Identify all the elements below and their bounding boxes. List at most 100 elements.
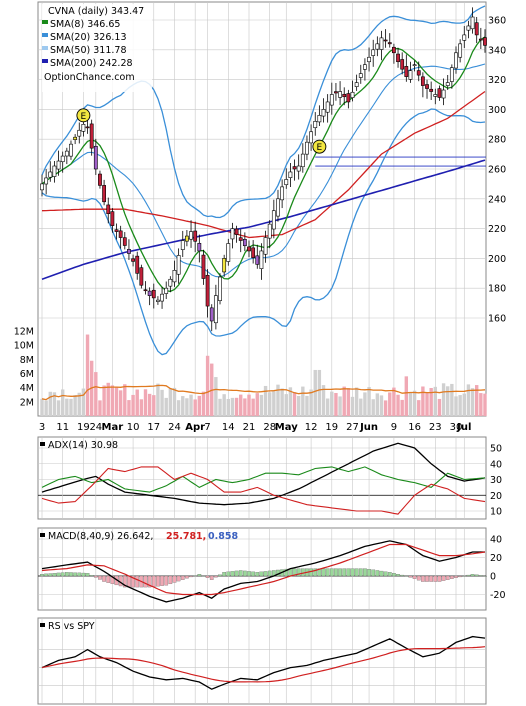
candle-body (164, 287, 169, 294)
volume-bar (118, 390, 123, 416)
volume-bar (61, 389, 65, 416)
x-tick-label: 19 (325, 422, 338, 433)
macd-histogram-bar (325, 568, 330, 577)
candle-body (338, 91, 342, 98)
volume-bar (156, 383, 160, 416)
macd-histogram-bar (106, 575, 111, 583)
candle-body (276, 198, 280, 217)
volume-bar (259, 394, 264, 416)
earnings-markers: EE (76, 108, 327, 154)
macd-histogram-bar (251, 571, 255, 577)
macd-histogram-value: 0.858 (208, 531, 238, 542)
candle-body (454, 52, 458, 69)
x-tick-label: 17 (147, 422, 160, 433)
volume-tick-label: 12M (14, 327, 34, 338)
volume-bar (243, 398, 247, 416)
candle-body (102, 185, 107, 203)
volume-bar (446, 386, 450, 416)
volume-bar (375, 393, 380, 416)
macd-histogram-bar (300, 568, 305, 577)
volume-bar (462, 393, 466, 416)
macd-histogram-bar (338, 568, 342, 577)
candle-body (139, 267, 144, 286)
volume-bar (268, 392, 272, 416)
volume-tick-label: 2M (20, 397, 34, 408)
macd-histogram-bar (392, 573, 396, 577)
candle-body (470, 16, 475, 30)
x-tick-label: May (275, 422, 298, 433)
candle-body (151, 289, 156, 299)
candle-body (56, 160, 61, 170)
volume-bar (284, 394, 288, 416)
legend-swatch-sma8 (42, 20, 48, 24)
volume-bar (354, 387, 359, 416)
candle-body (346, 93, 351, 103)
volume-bar (85, 334, 90, 416)
macd-histogram-bar (379, 570, 384, 577)
macd-histogram-bar (309, 568, 313, 577)
macd-histogram-bar (147, 575, 152, 588)
macd-histogram-bar (437, 575, 442, 582)
price-tick-label: 180 (488, 284, 506, 295)
volume-bar (433, 386, 437, 416)
x-tick-label: 19 (77, 422, 90, 433)
volume-tick-label: 10M (14, 341, 34, 352)
volume-bar (255, 393, 259, 416)
volume-bar (143, 389, 148, 416)
candle-body (329, 94, 334, 106)
volume-bar (127, 400, 131, 416)
volume-bar (350, 396, 355, 416)
adx-panel: ADX(14) 30.98 50 40 30 20 10 (37, 436, 502, 520)
macd-histogram-bar (127, 575, 131, 588)
candle-body (445, 82, 450, 86)
volume-bar (396, 394, 400, 416)
candle-body (400, 59, 405, 70)
volume-bar (65, 398, 69, 416)
volume-bar (330, 391, 334, 416)
x-tick-label: 11 (56, 422, 69, 433)
macd-histogram-bar (226, 571, 231, 577)
legend-sma50: SMA(50) 311.78 (50, 45, 127, 56)
macd-histogram-bar (342, 568, 347, 577)
volume-bar (379, 395, 384, 416)
volume-bar (425, 392, 429, 416)
macd-legend: MACD(8,40,9) 26.642, (48, 531, 153, 542)
macd-histogram-bar (69, 572, 73, 577)
macd-histogram-bar (363, 568, 367, 577)
volume-bar (466, 384, 471, 416)
macd-histogram-bar (371, 569, 376, 577)
price-y-ticks: 360 340 320 300 280 260 240 220 200 180 160 (488, 16, 506, 325)
volume-bar (301, 386, 305, 416)
candle-body (234, 228, 239, 235)
macd-histogram-bar (429, 575, 434, 582)
candle-body (449, 67, 454, 82)
volume-bar (222, 394, 226, 416)
candle-body (122, 237, 127, 246)
macd-histogram-bar (135, 575, 140, 588)
candle-body (98, 173, 102, 186)
macd-histogram-bar (64, 572, 69, 577)
x-tick-label: Apr (185, 422, 205, 433)
macd-histogram-bar (238, 570, 243, 577)
adx-legend-swatch (40, 442, 45, 446)
macd-signal-line (41, 543, 486, 596)
macd-histogram-bar (98, 575, 102, 580)
candle-body (168, 278, 173, 287)
volume-bar (292, 392, 297, 416)
macd-histogram-bar (180, 575, 185, 580)
macd-histogram-bar (122, 575, 127, 588)
candle-body (350, 91, 355, 98)
macd-histogram-bar (263, 571, 268, 577)
adx-tick-label: 10 (490, 507, 502, 518)
candle-body (358, 73, 363, 78)
candle-body (143, 289, 148, 292)
volume-bar (230, 397, 235, 416)
macd-histogram-bar (44, 573, 48, 577)
macd-histogram-bar (466, 574, 471, 577)
volume-bar (193, 399, 197, 416)
x-tick-label: 27 (346, 422, 359, 433)
macd-histogram-bar (346, 568, 351, 577)
candle-body (180, 240, 185, 250)
volume-bar (185, 398, 189, 416)
macd-histogram-bar (52, 573, 57, 577)
